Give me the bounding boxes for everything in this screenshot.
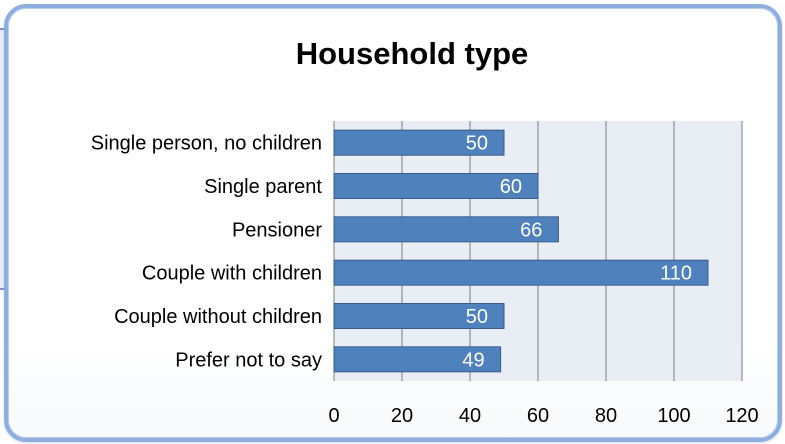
bar — [333, 216, 559, 243]
data-label: 49 — [462, 349, 484, 371]
x-tick-label: 120 — [725, 405, 758, 427]
bar — [333, 346, 502, 373]
category-label: Prefer not to say — [175, 349, 322, 371]
category-label: Single person, no children — [91, 133, 322, 155]
category-label: Single parent — [204, 176, 322, 198]
x-tick-label: 20 — [391, 405, 413, 427]
category-label: Couple with children — [142, 263, 322, 285]
bar — [333, 259, 709, 286]
data-label: 60 — [500, 176, 522, 198]
data-label: 66 — [520, 219, 542, 241]
bar — [333, 173, 539, 199]
x-tick-label: 60 — [527, 405, 549, 427]
x-tick-label: 0 — [328, 405, 339, 427]
data-label: 50 — [466, 306, 488, 328]
category-label: Couple without children — [114, 306, 322, 328]
bar — [333, 129, 505, 156]
chart-title: Household type — [295, 36, 529, 71]
data-label: 50 — [466, 133, 488, 155]
x-tick-label: 80 — [595, 405, 617, 427]
category-label: Pensioner — [232, 219, 322, 241]
x-tick-label: 100 — [657, 405, 690, 427]
data-label: 110 — [660, 263, 692, 285]
x-tick-label: 40 — [459, 405, 481, 427]
bar — [333, 303, 505, 329]
